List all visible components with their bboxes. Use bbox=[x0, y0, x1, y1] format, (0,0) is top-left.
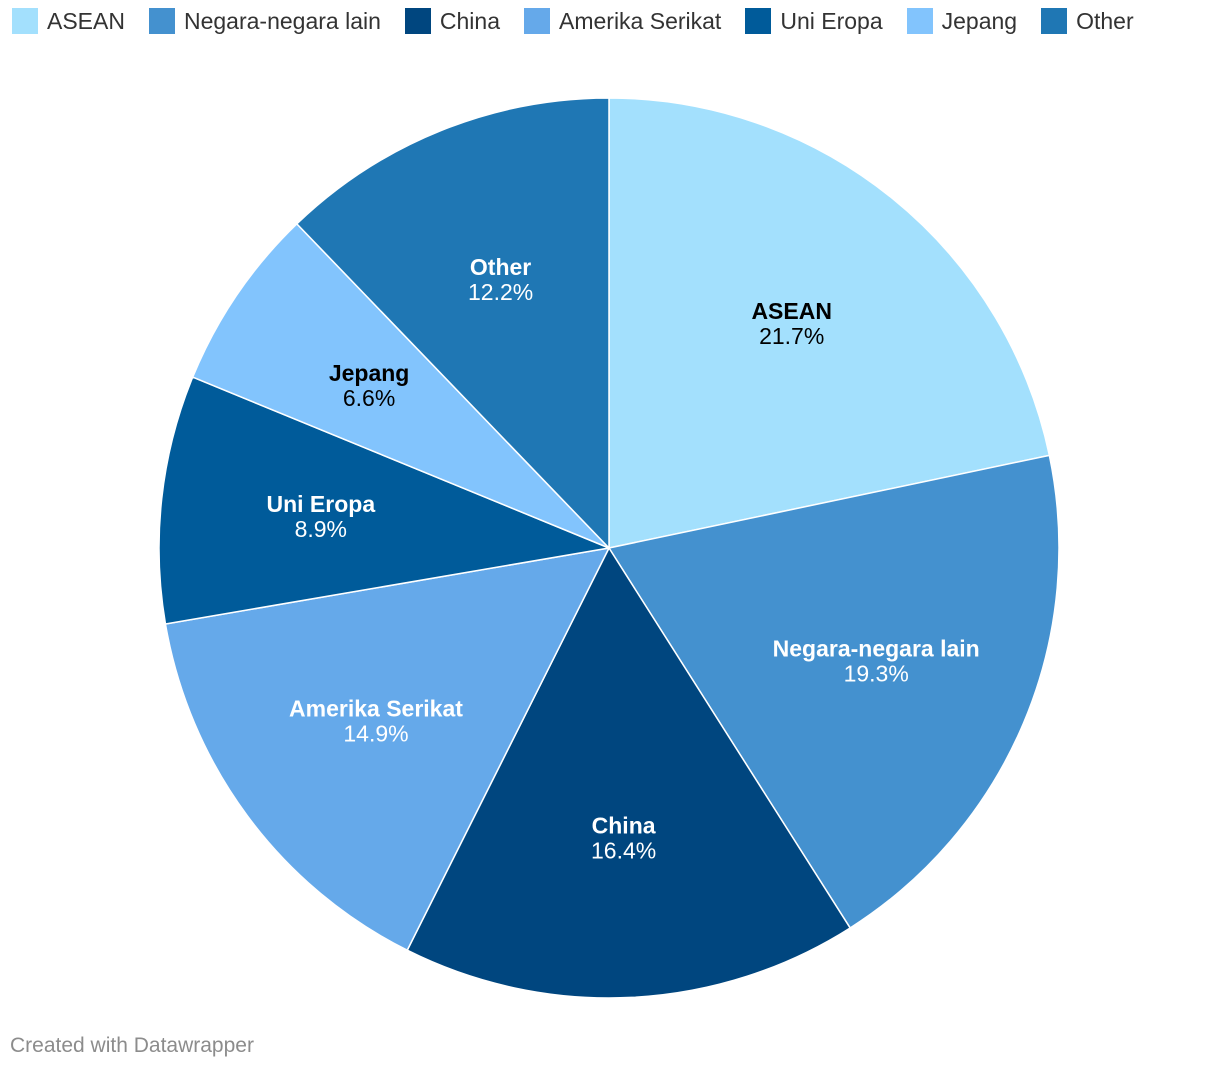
legend-label: Negara-negara lain bbox=[183, 8, 381, 34]
legend-swatch bbox=[906, 8, 933, 34]
pie-slice-other bbox=[296, 97, 610, 549]
legend-swatch bbox=[1041, 8, 1068, 34]
legend-swatch bbox=[404, 8, 431, 34]
footer-credit: Created with Datawrapper bbox=[10, 1034, 254, 1057]
pie-slices bbox=[158, 97, 1060, 999]
slice-value-china: 16.4% bbox=[591, 838, 656, 864]
slice-label-china: China bbox=[592, 813, 656, 839]
slice-value-amerika-serikat: 14.9% bbox=[343, 721, 408, 747]
pie-slice-asean bbox=[608, 97, 1051, 549]
slice-label-amerika-serikat: Amerika Serikat bbox=[289, 696, 463, 722]
legend-label: Uni Eropa bbox=[780, 8, 883, 34]
legend-item-china: China bbox=[404, 8, 500, 34]
slice-value-jepang: 6.6% bbox=[343, 385, 395, 411]
legend-item-negara-negara-lain: Negara-negara lain bbox=[148, 8, 381, 34]
slice-value-negara-negara-lain: 19.3% bbox=[844, 661, 909, 687]
chart-legend: ASEAN Negara-negara lain China Amerika Seri… bbox=[12, 6, 1134, 36]
slice-value-asean: 21.7% bbox=[759, 323, 824, 349]
pie-slice-china bbox=[406, 547, 851, 999]
slice-value-other: 12.2% bbox=[468, 279, 533, 305]
legend-label: Jepang bbox=[941, 8, 1018, 34]
legend-label: Other bbox=[1076, 8, 1134, 34]
legend-swatch bbox=[745, 8, 772, 34]
pie-slice-amerika-serikat bbox=[164, 547, 610, 951]
legend-item-asean: ASEAN bbox=[12, 8, 125, 34]
legend-label: Amerika Serikat bbox=[559, 8, 722, 34]
legend-swatch bbox=[12, 8, 38, 34]
legend-label: China bbox=[439, 8, 500, 34]
slice-label-jepang: Jepang bbox=[329, 360, 410, 386]
legend-swatch bbox=[524, 8, 550, 34]
pie-slice-negara-negara-lain bbox=[608, 454, 1060, 929]
legend-item-jepang: Jepang bbox=[906, 8, 1018, 34]
legend-item-amerika-serikat: Amerika Serikat bbox=[524, 8, 721, 34]
slice-label-negara-negara-lain: Negara-negara lain bbox=[773, 636, 980, 662]
pie-slice-uni-eropa bbox=[158, 376, 610, 625]
slice-label-other: Other bbox=[470, 254, 531, 280]
legend-label: ASEAN bbox=[47, 8, 125, 34]
legend-item-other: Other bbox=[1041, 8, 1134, 34]
slice-label-asean: ASEAN bbox=[751, 298, 832, 324]
slice-value-uni-eropa: 8.9% bbox=[295, 516, 347, 542]
slice-label-uni-eropa: Uni Eropa bbox=[266, 491, 375, 517]
legend-item-uni-eropa: Uni Eropa bbox=[745, 8, 883, 34]
pie-slice-jepang bbox=[191, 223, 610, 549]
legend-swatch bbox=[148, 8, 175, 34]
